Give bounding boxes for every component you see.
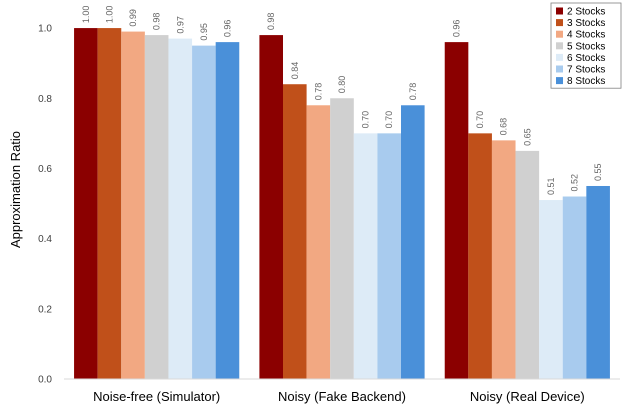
data-label: 0.95	[199, 23, 209, 41]
data-label: 0.78	[313, 83, 323, 101]
data-label: 0.55	[593, 163, 603, 181]
legend-label: 3 Stocks	[567, 18, 605, 29]
bar	[586, 185, 610, 379]
data-label: 0.51	[546, 177, 556, 195]
bar	[401, 105, 425, 380]
legend-swatch	[556, 53, 563, 61]
category-label: Noisy (Real Device)	[470, 389, 585, 404]
data-label: 1.00	[104, 6, 114, 24]
data-label: 0.68	[499, 118, 509, 136]
y-tick-label: 0.4	[38, 234, 52, 245]
data-label: 0.80	[337, 76, 347, 94]
legend-swatch	[556, 19, 563, 27]
legend-label: 5 Stocks	[567, 41, 605, 52]
y-tick-label: 0.0	[38, 375, 52, 386]
data-label: 1.00	[81, 6, 91, 24]
bar	[215, 42, 240, 379]
bar	[144, 35, 169, 380]
data-label: 0.98	[152, 13, 162, 31]
data-label: 0.99	[128, 9, 138, 27]
y-tick-label: 0.2	[38, 304, 52, 315]
bar	[330, 98, 354, 379]
data-label: 0.84	[290, 62, 300, 80]
data-label: 0.70	[361, 111, 371, 129]
data-label: 0.78	[408, 83, 418, 101]
data-label: 0.96	[222, 20, 232, 38]
legend-swatch	[556, 30, 563, 38]
bar	[192, 45, 216, 380]
data-label: 0.52	[570, 174, 580, 192]
legend-swatch	[556, 65, 563, 73]
bar	[283, 84, 307, 379]
data-label: 0.96	[452, 20, 462, 38]
bar	[259, 35, 283, 380]
bar	[306, 105, 331, 380]
legend-swatch	[556, 7, 563, 15]
legend-swatch	[556, 42, 563, 50]
y-tick-label: 0.8	[38, 94, 52, 105]
data-label: 0.70	[384, 111, 394, 129]
bar	[97, 28, 122, 380]
legend-swatch	[556, 77, 563, 85]
y-axis-label: Approximation Ratio	[8, 131, 23, 248]
category-label: Noise-free (Simulator)	[93, 389, 220, 404]
legend-label: 6 Stocks	[567, 53, 605, 64]
x-axis: Noise-free (Simulator) Noisy (Fake Backen…	[64, 378, 620, 404]
bar	[468, 133, 492, 379]
data-label: 0.70	[475, 111, 485, 129]
bar	[168, 38, 193, 379]
y-tick-label: 1.0	[38, 24, 52, 35]
data-label: 0.97	[175, 16, 185, 34]
bars	[74, 28, 610, 380]
bar	[121, 31, 145, 379]
bar	[74, 28, 98, 380]
legend-label: 7 Stocks	[567, 65, 605, 76]
bar	[491, 140, 516, 379]
y-axis: 0.0 0.2 0.4 0.6 0.8 1.0	[38, 24, 52, 386]
bar	[444, 42, 469, 379]
bar	[377, 133, 401, 379]
data-labels: 1.00 1.00 0.99 0.98 0.97 0.95 0.96 0.98 0.84 0.78…	[81, 6, 603, 195]
category-label: Noisy (Fake Backend)	[278, 389, 406, 404]
legend-label: 4 Stocks	[567, 30, 605, 41]
bar	[515, 150, 540, 379]
y-tick-label: 0.6	[38, 164, 52, 175]
bar	[562, 196, 587, 379]
legend-label: 2 Stocks	[567, 7, 605, 18]
legend-label: 8 Stocks	[567, 76, 605, 87]
bar	[353, 133, 378, 379]
data-label: 0.65	[522, 128, 532, 146]
data-label: 0.98	[266, 13, 276, 31]
bar	[539, 200, 563, 379]
